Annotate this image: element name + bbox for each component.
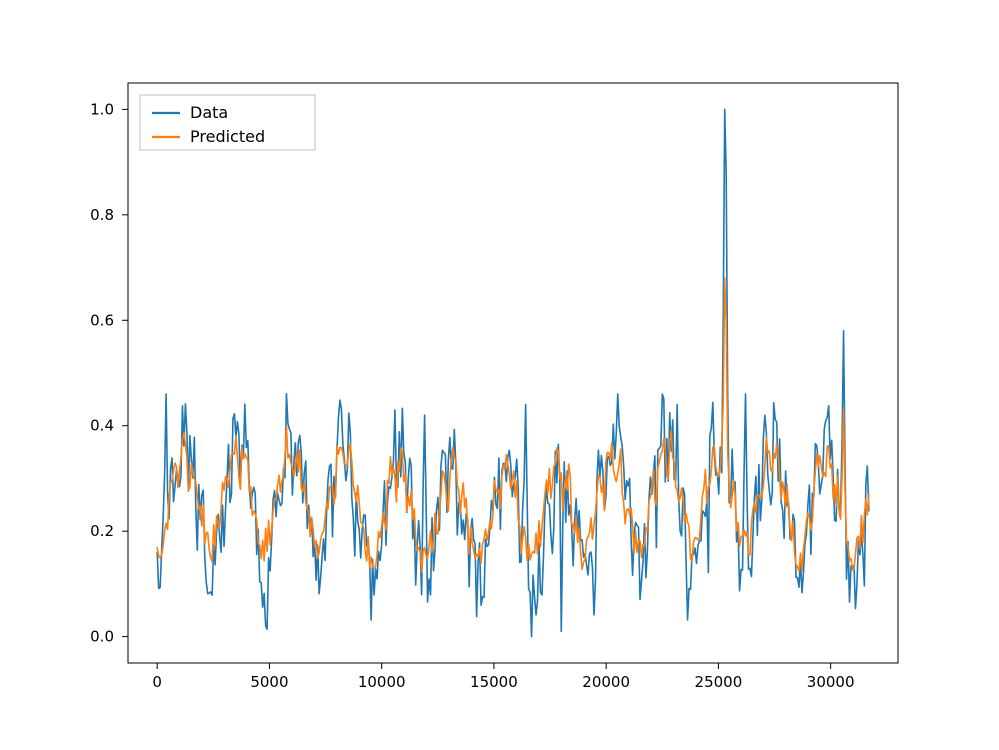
legend-label: Data: [190, 103, 228, 122]
y-tick-label: 0.2: [90, 522, 114, 540]
y-tick-label: 1.0: [90, 100, 114, 118]
y-tick-label: 0.4: [90, 417, 114, 435]
chart-container: 0 5000 10000 15000 20000 25000 30000 0.0 0.2 0.4 0…: [0, 0, 999, 750]
legend: Data Predicted: [140, 95, 315, 150]
x-tick-label: 20000: [582, 673, 630, 691]
y-tick-label: 0.6: [90, 311, 114, 329]
y-tick-label: 0.0: [90, 628, 114, 646]
x-tick-label: 0: [152, 673, 162, 691]
x-tick-label: 10000: [358, 673, 406, 691]
x-tick-label: 30000: [807, 673, 855, 691]
line-chart: 0 5000 10000 15000 20000 25000 30000 0.0 0.2 0.4 0…: [0, 0, 999, 750]
y-tick-label: 0.8: [90, 206, 114, 224]
legend-label: Predicted: [190, 127, 265, 146]
x-tick-label: 15000: [470, 673, 518, 691]
x-tick-label: 25000: [695, 673, 743, 691]
x-tick-label: 5000: [250, 673, 288, 691]
